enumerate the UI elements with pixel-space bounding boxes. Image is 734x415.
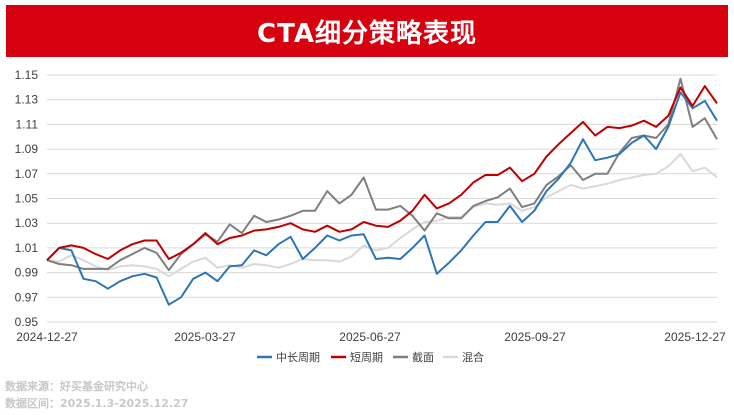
y-tick-label: 0.95 [15, 315, 39, 329]
x-tick-label: 2025-06-27 [339, 330, 401, 344]
series-lines [46, 77, 718, 306]
y-tick-label: 1.03 [15, 216, 39, 230]
legend-label: 短周期 [350, 350, 383, 364]
y-tick-label: 1.07 [15, 167, 39, 181]
series-line-1 [46, 85, 718, 261]
y-tick-label: 0.97 [15, 290, 39, 304]
x-tick-label: 2024-12-27 [16, 330, 78, 344]
x-tick-label: 2025-12-27 [664, 330, 726, 344]
y-axis-ticks: 0.95 0.97 0.99 1.01 1.03 1.05 1.07 1.09 1.11 1.13… [15, 68, 39, 329]
x-tick-label: 2025-03-27 [174, 330, 236, 344]
legend-label: 混合 [462, 350, 484, 364]
series-line-2 [46, 77, 718, 272]
title-banner: CTA细分策略表现 [6, 5, 728, 57]
y-tick-label: 1.11 [16, 117, 39, 131]
chart-title: CTA细分策略表现 [257, 18, 477, 49]
data-source-note: 数据来源：好买基金研究中心 [5, 380, 148, 393]
legend: 中长周期 短周期 截面 混合 [257, 350, 484, 364]
x-axis-ticks: 2024-12-27 2025-03-27 2025-06-27 2025-09-27… [16, 330, 726, 344]
series-line-0 [46, 91, 718, 306]
y-tick-label: 1.15 [15, 68, 39, 82]
legend-label: 中长周期 [276, 351, 320, 364]
line-chart: 0.95 0.97 0.99 1.01 1.03 1.05 1.07 1.09 1.11 1.13… [15, 68, 726, 364]
y-tick-label: 1.01 [15, 241, 39, 255]
y-tick-label: 1.05 [15, 192, 39, 206]
series-line-3 [46, 153, 718, 278]
y-tick-label: 1.09 [15, 142, 39, 156]
y-tick-label: 0.99 [15, 266, 39, 280]
grid-lines [47, 74, 717, 323]
data-period-note: 数据区间：2025.1.3-2025.12.27 [5, 397, 189, 410]
legend-label: 截面 [412, 350, 434, 364]
y-tick-label: 1.13 [15, 93, 39, 107]
x-tick-label: 2025-09-27 [504, 330, 566, 344]
